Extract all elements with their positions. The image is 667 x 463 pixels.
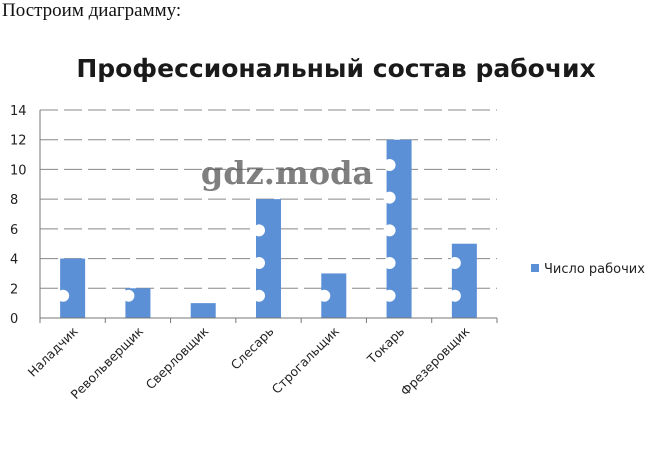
bar-dot (383, 257, 396, 270)
axes (39, 110, 498, 323)
bar-dot (122, 289, 135, 302)
legend-swatch (531, 264, 539, 272)
y-tick-label-8: 8 (10, 193, 18, 208)
bar-2 (190, 303, 216, 318)
watermark-text: gdz.moda (201, 154, 373, 192)
bar-dot (448, 257, 461, 270)
bar-dot (253, 257, 265, 270)
bars (57, 139, 477, 318)
bar-6 (451, 243, 477, 318)
y-tick-label-10: 10 (10, 163, 27, 178)
bar-0 (60, 258, 86, 318)
bar-dot (383, 191, 396, 204)
bar-dot (253, 289, 265, 302)
x-tick-label-5: Токарь (363, 324, 407, 368)
legend: Число рабочих (531, 262, 645, 277)
bar-dot (383, 158, 396, 171)
chart-title: Профессиональный состав рабочих (76, 54, 595, 83)
y-tick-label-0: 0 (10, 312, 18, 327)
bar-dot (318, 289, 331, 302)
intro-text: Построим диаграмму: (2, 0, 182, 21)
bar-dot (57, 289, 70, 302)
y-tick-label-6: 6 (10, 223, 18, 238)
x-tick-label-0: Наладчик (25, 323, 81, 379)
y-tick-label-12: 12 (10, 134, 27, 149)
legend-label: Число рабочих (544, 262, 645, 277)
bar-dot (448, 289, 461, 302)
x-tick-label-2: Сверловщик (143, 323, 212, 392)
y-tick-label-2: 2 (10, 282, 18, 297)
y-tick-label-14: 14 (10, 104, 27, 119)
x-tick-label-3: Слесарь (228, 324, 277, 373)
bar-dot (383, 224, 396, 237)
x-tick-label-6: Фрезеровщик (397, 323, 472, 398)
x-tick-label-4: Строгальщик (269, 323, 343, 397)
y-tick-label-4: 4 (10, 253, 18, 268)
bar-dot (253, 224, 265, 237)
bar-dot (383, 289, 396, 302)
